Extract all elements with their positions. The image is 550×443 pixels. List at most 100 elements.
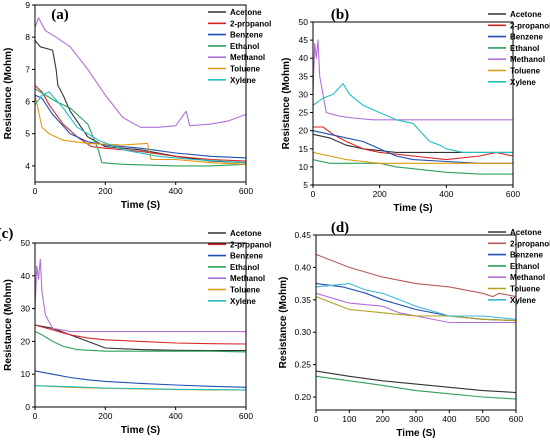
- y-tick-label: 20: [21, 336, 31, 346]
- panel-label: (b): [331, 7, 349, 23]
- x-tick-label: 600: [239, 186, 253, 196]
- y-tick-label: 10: [299, 162, 309, 172]
- y-tick-label: 0.45: [294, 230, 311, 240]
- panel-3: 0 100 200 300 400 500 600 0.20 0.25 0.30 0.35 0.40 0…: [278, 220, 550, 439]
- legend-entry: Xylene: [510, 78, 536, 87]
- y-axis-title: Resistance (Mohm): [3, 48, 14, 140]
- series-line-toluene: [312, 151, 513, 164]
- series-line-ethanol: [34, 331, 247, 353]
- y-tick-label: 50: [299, 17, 309, 27]
- y-tick-label: 7: [25, 64, 30, 74]
- panel-label: (d): [331, 220, 349, 236]
- y-tick-label: 5: [303, 180, 308, 190]
- series-line-acetone: [34, 324, 246, 352]
- y-axis-title: Resistance (Mohm): [3, 279, 14, 371]
- y-tick-label: 5: [25, 129, 30, 139]
- x-tick-label: 300: [409, 414, 423, 424]
- legend-entry: 2-propanol: [510, 21, 550, 30]
- y-tick-label: 0.40: [294, 262, 311, 272]
- legend-entry: Xylene: [230, 76, 256, 85]
- panel-1: 0 200 400 600 5 10 15 20 25 30 35 40 45 50 Time (S) Res…: [281, 7, 550, 214]
- legend-entry: Benzene: [510, 33, 543, 42]
- x-axis-title: Time (S): [393, 203, 432, 214]
- x-tick-label: 200: [373, 189, 387, 199]
- series-line-ethanol: [315, 375, 517, 400]
- series-line-acetone: [315, 370, 517, 394]
- series-line-2-propanol: [315, 253, 517, 298]
- y-tick-label: 8: [25, 32, 30, 42]
- panel-2: 0 200 400 600 0 10 20 30 40 50 Time (S) Resistance …: [0, 226, 271, 436]
- series-line-toluene: [34, 94, 247, 165]
- series-line-ethanol: [34, 88, 247, 167]
- legend-entry: Toluene: [230, 286, 261, 295]
- legend-entry: 2-propanol: [230, 19, 271, 28]
- x-axis-title: Time (S): [121, 200, 160, 211]
- series-line-xylene: [34, 91, 247, 164]
- y-tick-label: 0.25: [294, 360, 311, 370]
- x-tick-label: 500: [476, 414, 490, 424]
- y-tick-label: 50: [21, 238, 31, 248]
- plot-frame: [34, 4, 247, 183]
- y-axis-title: Resistance (Mohm): [281, 58, 292, 150]
- legend-entry: 2-propanol: [510, 239, 550, 248]
- x-tick-label: 200: [98, 411, 112, 421]
- y-axis-title: Resistance (Mohm): [278, 277, 289, 369]
- legend-entry: Benzene: [510, 251, 543, 260]
- series-line-xylene: [34, 385, 247, 391]
- y-tick-label: 35: [299, 71, 309, 81]
- y-tick-label: 6: [25, 97, 30, 107]
- legend-entry: Methanol: [230, 274, 265, 283]
- y-tick-label: 30: [299, 89, 309, 99]
- y-tick-label: 4: [25, 161, 30, 171]
- x-tick-label: 0: [314, 414, 319, 424]
- x-tick-label: 0: [311, 189, 316, 199]
- x-tick-label: 100: [342, 414, 356, 424]
- panel-0: 0 200 400 600 4 5 6 7 8 9 Time (S) Resistance (Mohm…: [3, 0, 271, 211]
- legend-entry: Xylene: [230, 297, 256, 306]
- x-tick-label: 600: [506, 189, 520, 199]
- x-tick-label: 0: [33, 186, 38, 196]
- legend-entry: Methanol: [230, 53, 265, 62]
- series-line-methanol: [315, 292, 516, 324]
- x-tick-label: 400: [439, 189, 453, 199]
- series-line-toluene: [315, 296, 517, 322]
- legend-entry: Benzene: [230, 252, 263, 261]
- legend-entry: Acetone: [230, 229, 262, 238]
- legend-entry: Toluene: [510, 67, 541, 76]
- y-tick-label: 30: [21, 304, 31, 314]
- plot-frame: [34, 242, 247, 408]
- legend-entry: Toluene: [510, 285, 541, 294]
- series-line-xylene: [312, 83, 513, 153]
- series-line-xylene: [315, 283, 517, 320]
- x-tick-label: 0: [33, 411, 38, 421]
- y-tick-label: 40: [21, 271, 31, 281]
- panel-label: (a): [51, 7, 69, 23]
- x-tick-label: 600: [509, 414, 523, 424]
- series-line-benzene: [312, 130, 513, 164]
- series-line-2-propanol: [34, 324, 247, 345]
- x-tick-label: 600: [239, 411, 253, 421]
- y-tick-label: 40: [299, 53, 309, 63]
- legend-entry: Ethanol: [230, 42, 259, 51]
- series-line-benzene: [34, 94, 247, 159]
- series-line-2-propanol: [34, 85, 247, 162]
- legend-entry: Acetone: [230, 8, 262, 17]
- legend-entry: Ethanol: [510, 262, 539, 271]
- legend-entry: Ethanol: [510, 44, 539, 53]
- y-tick-label: 0.30: [294, 327, 311, 337]
- x-tick-label: 400: [169, 186, 183, 196]
- y-tick-label: 10: [21, 369, 31, 379]
- legend-entry: 2-propanol: [230, 240, 271, 249]
- y-tick-label: 25: [299, 108, 309, 118]
- x-tick-label: 400: [442, 414, 456, 424]
- legend-entry: Methanol: [510, 55, 545, 64]
- legend-entry: Ethanol: [230, 263, 259, 272]
- y-tick-label: 9: [25, 0, 30, 10]
- legend-entry: Methanol: [510, 273, 545, 282]
- x-tick-label: 200: [98, 186, 112, 196]
- legend-entry: Benzene: [230, 31, 263, 40]
- legend-entry: Acetone: [510, 10, 542, 19]
- y-tick-label: 0.20: [294, 392, 311, 402]
- x-tick-label: 200: [376, 414, 390, 424]
- y-tick-label: 15: [299, 144, 309, 154]
